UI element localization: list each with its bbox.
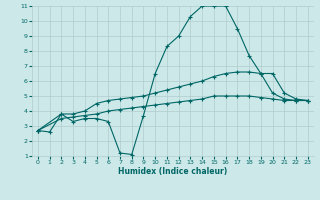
X-axis label: Humidex (Indice chaleur): Humidex (Indice chaleur) <box>118 167 228 176</box>
